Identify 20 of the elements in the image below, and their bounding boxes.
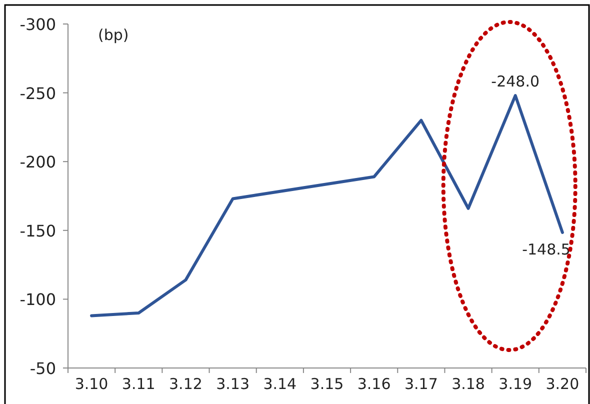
x-tick-label: 3.18 bbox=[452, 375, 485, 393]
x-tick-label: 3.13 bbox=[216, 375, 250, 393]
data-label: -248.0 bbox=[491, 72, 540, 91]
x-tick-label: 3.20 bbox=[546, 375, 580, 393]
y-tick-label: -200 bbox=[20, 152, 56, 172]
x-tick-label: 3.15 bbox=[310, 375, 344, 393]
x-tick-label: 3.11 bbox=[122, 375, 156, 393]
x-tick-label: 3.19 bbox=[498, 375, 532, 393]
x-tick-label: 3.10 bbox=[74, 375, 108, 393]
y-axis-title: (bp) bbox=[98, 26, 129, 44]
x-tick-label: 3.12 bbox=[169, 375, 202, 393]
y-tick-label: -150 bbox=[20, 221, 56, 240]
x-tick-label: 3.14 bbox=[263, 375, 297, 393]
x-tick-label: 3.17 bbox=[404, 375, 438, 393]
data-label: -148.5 bbox=[522, 240, 570, 258]
y-tick-label: -100 bbox=[20, 290, 56, 310]
y-tick-label: -250 bbox=[20, 84, 56, 103]
x-tick-label: 3.16 bbox=[357, 375, 391, 393]
y-tick-label: -50 bbox=[30, 359, 56, 378]
y-tick-label: -300 bbox=[20, 15, 56, 34]
